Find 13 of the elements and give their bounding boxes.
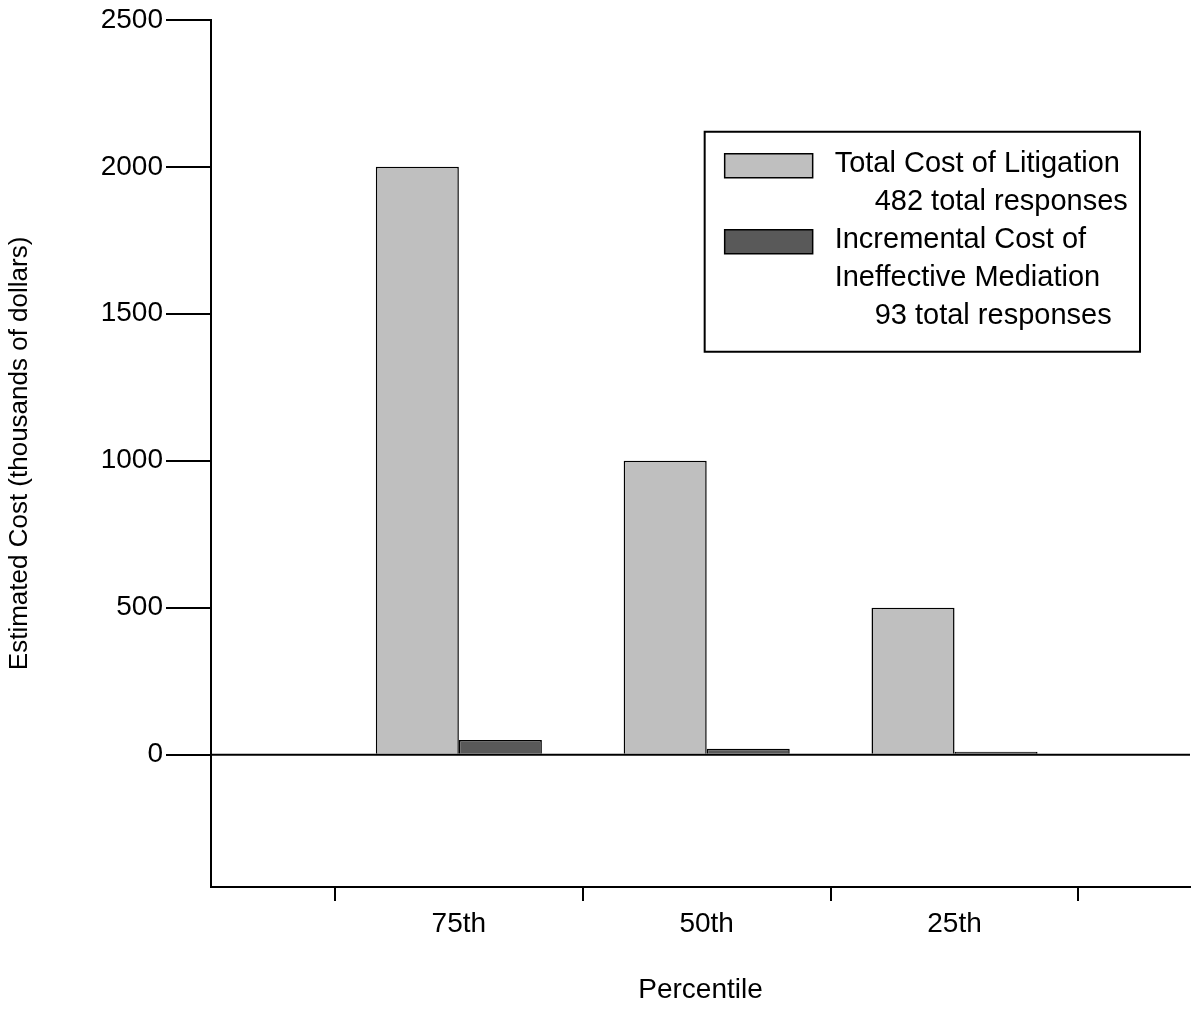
y-tick-label: 0 <box>147 737 163 769</box>
y-tick-label: 1500 <box>100 296 163 328</box>
y-tick-label: 500 <box>116 590 163 622</box>
legend-label: Total Cost of Litigation 482 total responses <box>834 146 1128 217</box>
x-tick-label: 50th <box>679 906 734 938</box>
x-tick-label: 25th <box>927 906 982 938</box>
y-tick-label: 2500 <box>100 2 163 34</box>
x-axis-title: Percentile <box>638 972 763 1004</box>
y-axis-title: Estimated Cost (thousands of dollars) <box>2 236 33 671</box>
x-tick-label: 75th <box>431 906 487 938</box>
legend-label: Incremental Cost of Ineffective Mediation 93 total responses <box>834 222 1112 331</box>
y-tick-label: 2000 <box>100 149 163 181</box>
y-tick-label: 1000 <box>100 443 163 475</box>
